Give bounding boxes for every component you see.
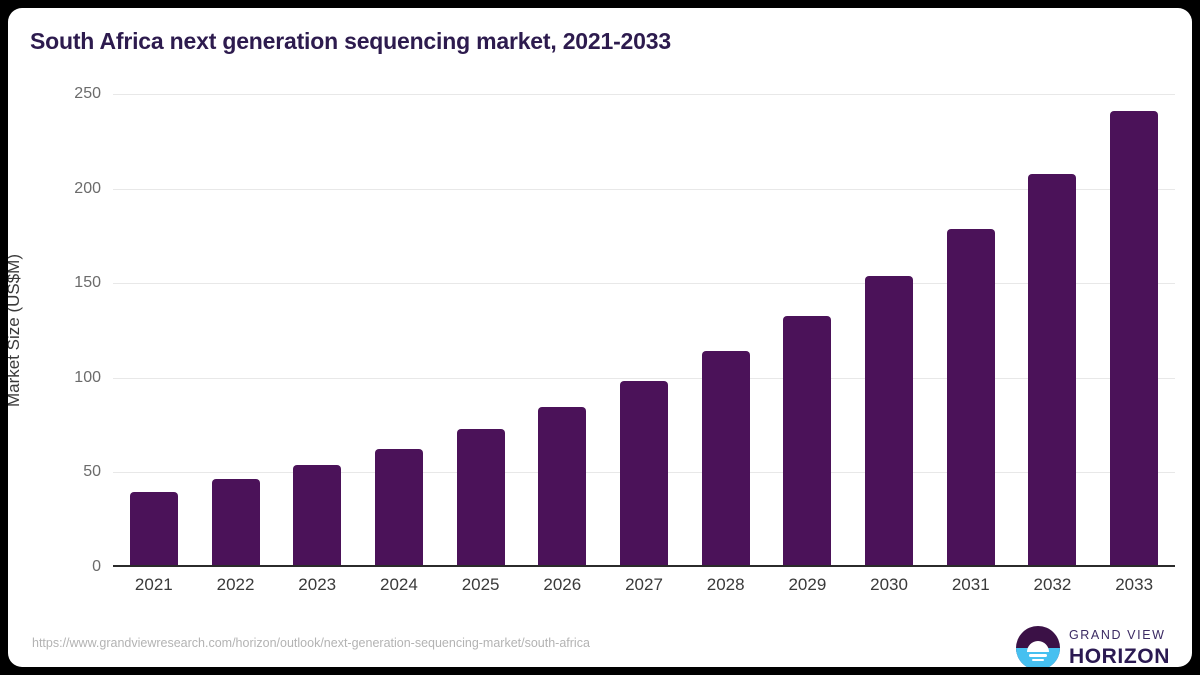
y-tick-label: 200 xyxy=(74,179,101,197)
logo-sun-dome-shape xyxy=(1026,641,1049,653)
bar-slot xyxy=(358,94,440,567)
y-tick-label: 100 xyxy=(74,368,101,386)
y-tick-label: 0 xyxy=(92,558,101,575)
bar[interactable] xyxy=(1028,174,1077,567)
bar-slot xyxy=(848,94,930,567)
x-tick-label: 2021 xyxy=(134,575,173,594)
bar-slot xyxy=(1012,94,1094,567)
x-tick-label: 2033 xyxy=(1115,575,1154,594)
x-tick-label: 2026 xyxy=(543,575,582,594)
bar[interactable] xyxy=(374,448,423,567)
chart-title: South Africa next generation sequencing … xyxy=(30,28,671,54)
bar-slot xyxy=(440,94,522,567)
gridline xyxy=(113,377,1175,379)
bar-slot xyxy=(685,94,767,567)
source-url[interactable]: https://www.grandviewresearch.com/horizo… xyxy=(32,636,590,650)
bar-series xyxy=(113,94,1175,567)
bar-slot xyxy=(276,94,358,567)
bar[interactable] xyxy=(293,465,342,567)
logo-bottom-text: HORIZON xyxy=(1068,644,1170,667)
gridline xyxy=(113,94,1175,95)
bar[interactable] xyxy=(211,479,260,567)
bar-slot xyxy=(195,94,277,567)
bar[interactable] xyxy=(129,491,178,567)
y-tick-label: 250 xyxy=(74,85,101,102)
logo-wordmark: GRAND VIEW HORIZON xyxy=(1069,629,1170,667)
x-tick-label: 2023 xyxy=(298,575,337,594)
bar-slot xyxy=(603,94,685,567)
x-tick-label: 2027 xyxy=(625,575,663,594)
grand-view-horizon-sun-icon xyxy=(1015,626,1060,667)
plot-area: 0 50 100 150 200 250 2021 2022 2023 2024 2025 2026… xyxy=(74,85,1175,594)
x-tick-label: 2030 xyxy=(870,575,908,594)
gridline xyxy=(113,283,1175,285)
bar[interactable] xyxy=(1110,111,1159,567)
bar[interactable] xyxy=(783,316,832,567)
x-tick-label: 2025 xyxy=(461,575,500,594)
bar[interactable] xyxy=(456,429,505,567)
y-axis-label: Market Size (US$M) xyxy=(8,253,23,408)
x-tick-label: 2028 xyxy=(706,575,745,594)
y-tick-label: 50 xyxy=(83,463,101,481)
bar-slot xyxy=(521,94,603,567)
x-tick-label: 2032 xyxy=(1033,575,1072,594)
bar[interactable] xyxy=(865,276,914,567)
logo-ray-2 xyxy=(1031,658,1044,662)
bar-slot xyxy=(113,94,195,567)
logo-ray-1 xyxy=(1028,654,1047,657)
x-tick-label: 2024 xyxy=(380,575,418,594)
bar[interactable] xyxy=(538,407,587,567)
chart-card: South Africa next generation sequencing … xyxy=(8,8,1192,667)
bar-slot xyxy=(1093,94,1175,567)
logo-top-text: GRAND VIEW xyxy=(1068,628,1166,643)
x-tick-label: 2029 xyxy=(788,575,827,594)
bar-slot xyxy=(930,94,1012,567)
bar-slot xyxy=(767,94,849,567)
brand-logo[interactable]: GRAND VIEW HORIZON xyxy=(1015,626,1170,667)
x-tick-label: 2031 xyxy=(951,575,990,594)
bar[interactable] xyxy=(946,228,995,567)
bar[interactable] xyxy=(701,350,750,567)
logo-sea-shape xyxy=(1015,648,1060,667)
x-tick-label: 2022 xyxy=(216,575,255,594)
bar[interactable] xyxy=(619,381,668,567)
gridline xyxy=(113,188,1175,190)
y-tick-label: 150 xyxy=(74,274,101,292)
x-axis-line xyxy=(113,565,1175,567)
